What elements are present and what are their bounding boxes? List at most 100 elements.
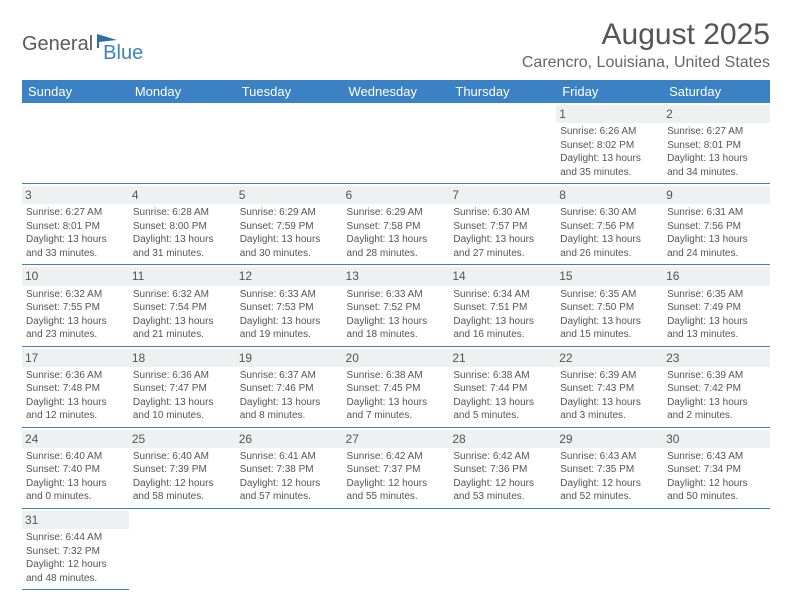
daylight-text: Daylight: 13 hours [560, 152, 659, 166]
sunset-text: Sunset: 7:53 PM [240, 301, 339, 315]
sunset-text: Sunset: 7:46 PM [240, 382, 339, 396]
sunset-text: Sunset: 7:45 PM [347, 382, 446, 396]
weekday-header: Friday [556, 80, 663, 103]
calendar-cell: 30Sunrise: 6:43 AMSunset: 7:34 PMDayligh… [663, 427, 770, 508]
calendar-cell: 8Sunrise: 6:30 AMSunset: 7:56 PMDaylight… [556, 184, 663, 265]
day-number: 10 [22, 267, 129, 285]
daylight-text: and 58 minutes. [133, 490, 232, 504]
sunset-text: Sunset: 7:37 PM [347, 463, 446, 477]
calendar-cell: 29Sunrise: 6:43 AMSunset: 7:35 PMDayligh… [556, 427, 663, 508]
sunrise-text: Sunrise: 6:34 AM [453, 288, 552, 302]
day-number: 16 [663, 267, 770, 285]
sunrise-text: Sunrise: 6:27 AM [26, 206, 125, 220]
daylight-text: Daylight: 12 hours [26, 558, 125, 572]
brand-text-1: General [22, 33, 93, 56]
day-number: 18 [129, 349, 236, 367]
daylight-text: Daylight: 12 hours [347, 477, 446, 491]
daylight-text: Daylight: 12 hours [560, 477, 659, 491]
day-number: 9 [663, 186, 770, 204]
daylight-text: and 24 minutes. [667, 247, 766, 261]
day-number: 30 [663, 430, 770, 448]
sunrise-text: Sunrise: 6:41 AM [240, 450, 339, 464]
day-number: 13 [343, 267, 450, 285]
calendar-cell: 9Sunrise: 6:31 AMSunset: 7:56 PMDaylight… [663, 184, 770, 265]
sunset-text: Sunset: 7:56 PM [667, 220, 766, 234]
calendar-cell: 15Sunrise: 6:35 AMSunset: 7:50 PMDayligh… [556, 265, 663, 346]
brand-logo: General Blue [22, 24, 143, 65]
daylight-text: and 57 minutes. [240, 490, 339, 504]
daylight-text: Daylight: 12 hours [240, 477, 339, 491]
daylight-text: and 27 minutes. [453, 247, 552, 261]
daylight-text: and 18 minutes. [347, 328, 446, 342]
calendar-cell [129, 103, 236, 184]
sunrise-text: Sunrise: 6:29 AM [347, 206, 446, 220]
daylight-text: and 0 minutes. [26, 490, 125, 504]
sunrise-text: Sunrise: 6:36 AM [26, 369, 125, 383]
weekday-header: Thursday [449, 80, 556, 103]
daylight-text: and 5 minutes. [453, 409, 552, 423]
daylight-text: Daylight: 13 hours [133, 396, 232, 410]
day-number: 31 [22, 511, 129, 529]
sunrise-text: Sunrise: 6:27 AM [667, 125, 766, 139]
sunrise-text: Sunrise: 6:44 AM [26, 531, 125, 545]
sunrise-text: Sunrise: 6:40 AM [26, 450, 125, 464]
day-number: 15 [556, 267, 663, 285]
weekday-header: Sunday [22, 80, 129, 103]
sunrise-text: Sunrise: 6:35 AM [560, 288, 659, 302]
calendar-cell: 19Sunrise: 6:37 AMSunset: 7:46 PMDayligh… [236, 346, 343, 427]
location-text: Carencro, Louisiana, United States [522, 54, 770, 72]
sunset-text: Sunset: 7:44 PM [453, 382, 552, 396]
daylight-text: and 33 minutes. [26, 247, 125, 261]
daylight-text: Daylight: 12 hours [133, 477, 232, 491]
day-number: 17 [22, 349, 129, 367]
daylight-text: Daylight: 13 hours [453, 396, 552, 410]
day-number: 12 [236, 267, 343, 285]
day-number: 25 [129, 430, 236, 448]
sunrise-text: Sunrise: 6:42 AM [347, 450, 446, 464]
daylight-text: and 31 minutes. [133, 247, 232, 261]
calendar-cell: 5Sunrise: 6:29 AMSunset: 7:59 PMDaylight… [236, 184, 343, 265]
sunrise-text: Sunrise: 6:33 AM [347, 288, 446, 302]
day-number: 8 [556, 186, 663, 204]
calendar-cell: 22Sunrise: 6:39 AMSunset: 7:43 PMDayligh… [556, 346, 663, 427]
day-number: 6 [343, 186, 450, 204]
sunrise-text: Sunrise: 6:28 AM [133, 206, 232, 220]
calendar-cell: 4Sunrise: 6:28 AMSunset: 8:00 PMDaylight… [129, 184, 236, 265]
daylight-text: and 53 minutes. [453, 490, 552, 504]
day-number: 28 [449, 430, 556, 448]
daylight-text: and 16 minutes. [453, 328, 552, 342]
sunrise-text: Sunrise: 6:35 AM [667, 288, 766, 302]
sunset-text: Sunset: 7:36 PM [453, 463, 552, 477]
calendar-cell: 26Sunrise: 6:41 AMSunset: 7:38 PMDayligh… [236, 427, 343, 508]
daylight-text: Daylight: 13 hours [560, 315, 659, 329]
daylight-text: and 52 minutes. [560, 490, 659, 504]
calendar-cell: 24Sunrise: 6:40 AMSunset: 7:40 PMDayligh… [22, 427, 129, 508]
daylight-text: and 55 minutes. [347, 490, 446, 504]
sunset-text: Sunset: 7:55 PM [26, 301, 125, 315]
daylight-text: Daylight: 13 hours [347, 396, 446, 410]
calendar-cell [129, 508, 236, 589]
calendar-cell: 25Sunrise: 6:40 AMSunset: 7:39 PMDayligh… [129, 427, 236, 508]
calendar-cell [449, 103, 556, 184]
sunset-text: Sunset: 7:43 PM [560, 382, 659, 396]
calendar-week-row: 31 Sunrise: 6:44 AMSunset: 7:32 PMDayligh… [22, 508, 770, 589]
calendar-week-row: 1Sunrise: 6:26 AMSunset: 8:02 PMDaylight… [22, 103, 770, 184]
sunrise-text: Sunrise: 6:32 AM [26, 288, 125, 302]
daylight-text: Daylight: 13 hours [560, 233, 659, 247]
daylight-text: Daylight: 13 hours [347, 315, 446, 329]
calendar-cell [556, 508, 663, 589]
day-number: 5 [236, 186, 343, 204]
calendar-cell: 17Sunrise: 6:36 AMSunset: 7:48 PMDayligh… [22, 346, 129, 427]
daylight-text: and 12 minutes. [26, 409, 125, 423]
sunrise-text: Sunrise: 6:32 AM [133, 288, 232, 302]
day-number: 19 [236, 349, 343, 367]
sunset-text: Sunset: 7:32 PM [26, 545, 125, 559]
daylight-text: and 48 minutes. [26, 572, 125, 586]
daylight-text: and 7 minutes. [347, 409, 446, 423]
calendar-cell: 11Sunrise: 6:32 AMSunset: 7:54 PMDayligh… [129, 265, 236, 346]
daylight-text: Daylight: 13 hours [560, 396, 659, 410]
calendar-week-row: 17Sunrise: 6:36 AMSunset: 7:48 PMDayligh… [22, 346, 770, 427]
day-number: 27 [343, 430, 450, 448]
daylight-text: and 26 minutes. [560, 247, 659, 261]
day-number: 3 [22, 186, 129, 204]
